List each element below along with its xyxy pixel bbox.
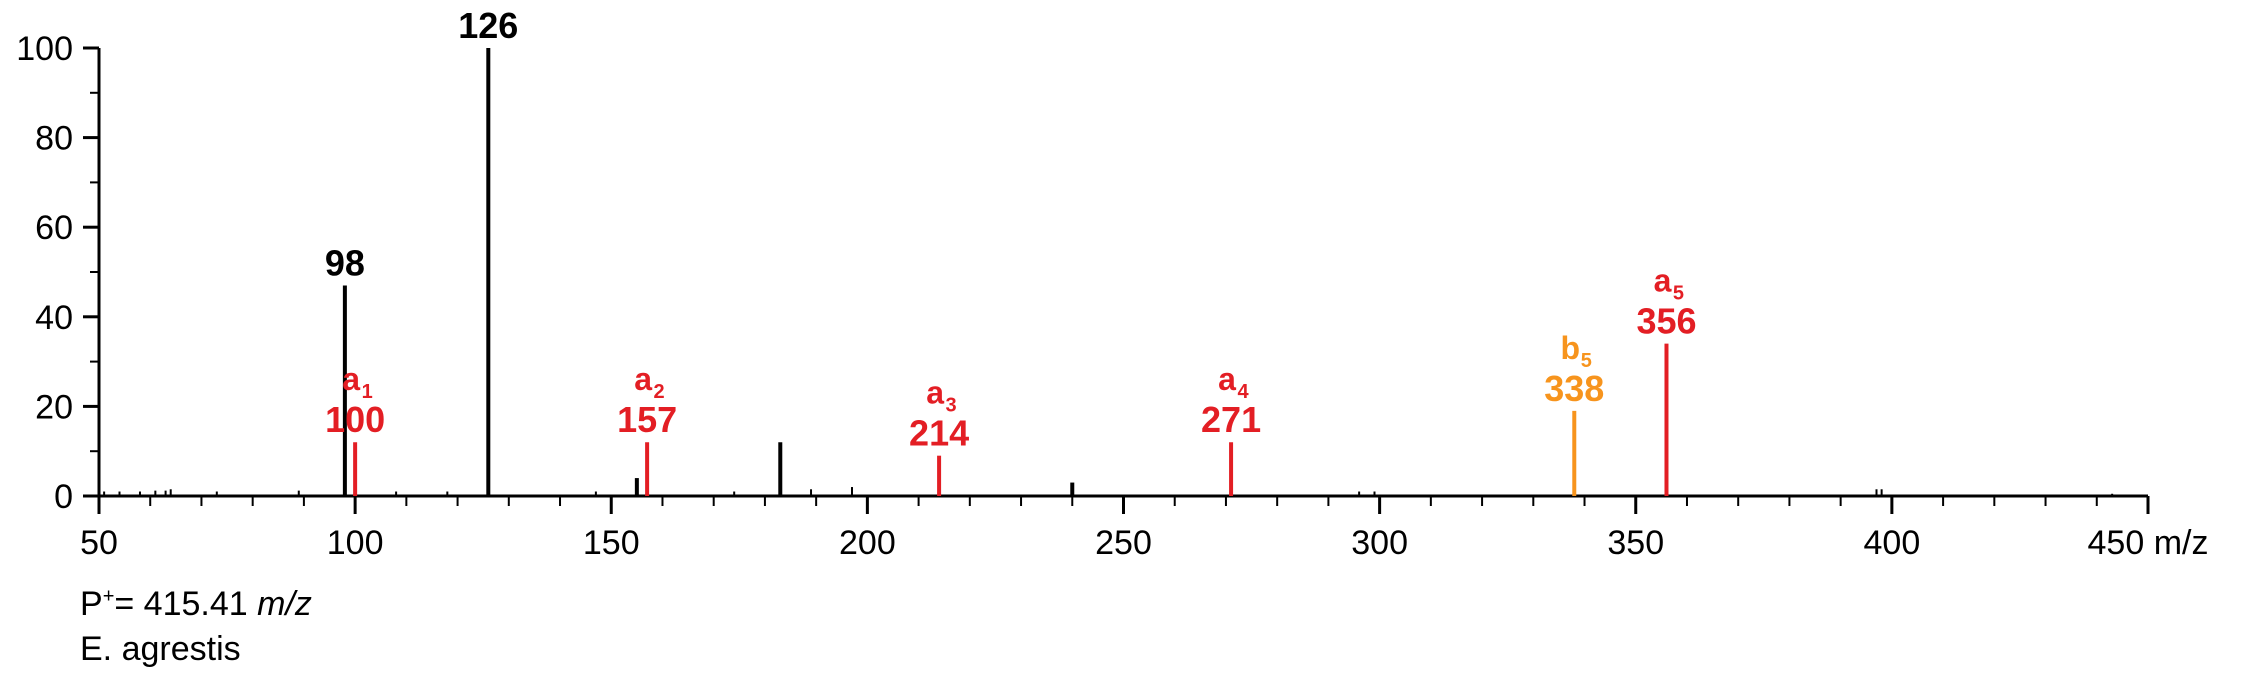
x-tick-label: 350 [1607,524,1664,562]
y-tick-label: 100 [16,30,73,68]
ion-type-label: a [1654,263,1672,299]
x-tick-label: 100 [327,524,384,562]
ion-type-label: a [1218,361,1236,397]
ion-index-label: 4 [1238,381,1250,403]
x-tick-label: 450 m/z [2088,524,2209,562]
peak-mz-label: 100 [325,399,385,440]
peak-mz-label: 157 [617,399,677,440]
precursor-charge: + [102,585,115,608]
peak-mz-label: 214 [909,413,969,454]
ion-index-label: 5 [1581,350,1592,372]
y-tick-label: 40 [35,299,73,337]
peak-mz-label: 271 [1201,399,1261,440]
peak-mz-label: 98 [325,242,365,283]
species-label: E. agrestis [80,630,241,668]
x-tick-label: 200 [839,524,896,562]
precursor-unit: m/z [257,585,312,623]
precursor-prefix: P [80,585,103,623]
chart-axes: 50 100 150 200 250 300 350 400 450 m/z 0 20 40 60 80 1… [16,30,2208,562]
x-tick-label: 50 [80,524,118,562]
x-tick-label: 400 [1864,524,1921,562]
ion-index-label: 5 [1673,283,1684,305]
x-tick-label: 300 [1351,524,1408,562]
ion-type-label: a [634,361,652,397]
precursor-info: P+= 415.41 m/z [80,585,312,624]
ion-index-label: 3 [946,395,957,417]
y-tick-label: 80 [35,120,73,158]
peak-mz-label: 356 [1636,301,1696,342]
x-tick-label: 150 [583,524,640,562]
ion-type-label: a [926,375,944,411]
ion-type-label: a [342,361,360,397]
mass-spectrum-chart: 50 100 150 200 250 300 350 400 450 m/z 0 20 40 60 80 1… [16,5,2208,562]
y-tick-label: 60 [35,209,73,247]
x-tick-label: 250 [1095,524,1152,562]
peak-mz-label: 126 [458,5,518,46]
ion-index-label: 2 [654,381,665,403]
ion-type-label: b [1561,330,1581,366]
chart-peaks [103,48,2114,496]
ion-index-label: 1 [362,381,373,403]
precursor-value: = 415.41 [114,585,258,623]
y-tick-label: 0 [54,478,73,516]
y-tick-label: 20 [35,388,73,426]
peak-mz-label: 338 [1544,368,1604,409]
